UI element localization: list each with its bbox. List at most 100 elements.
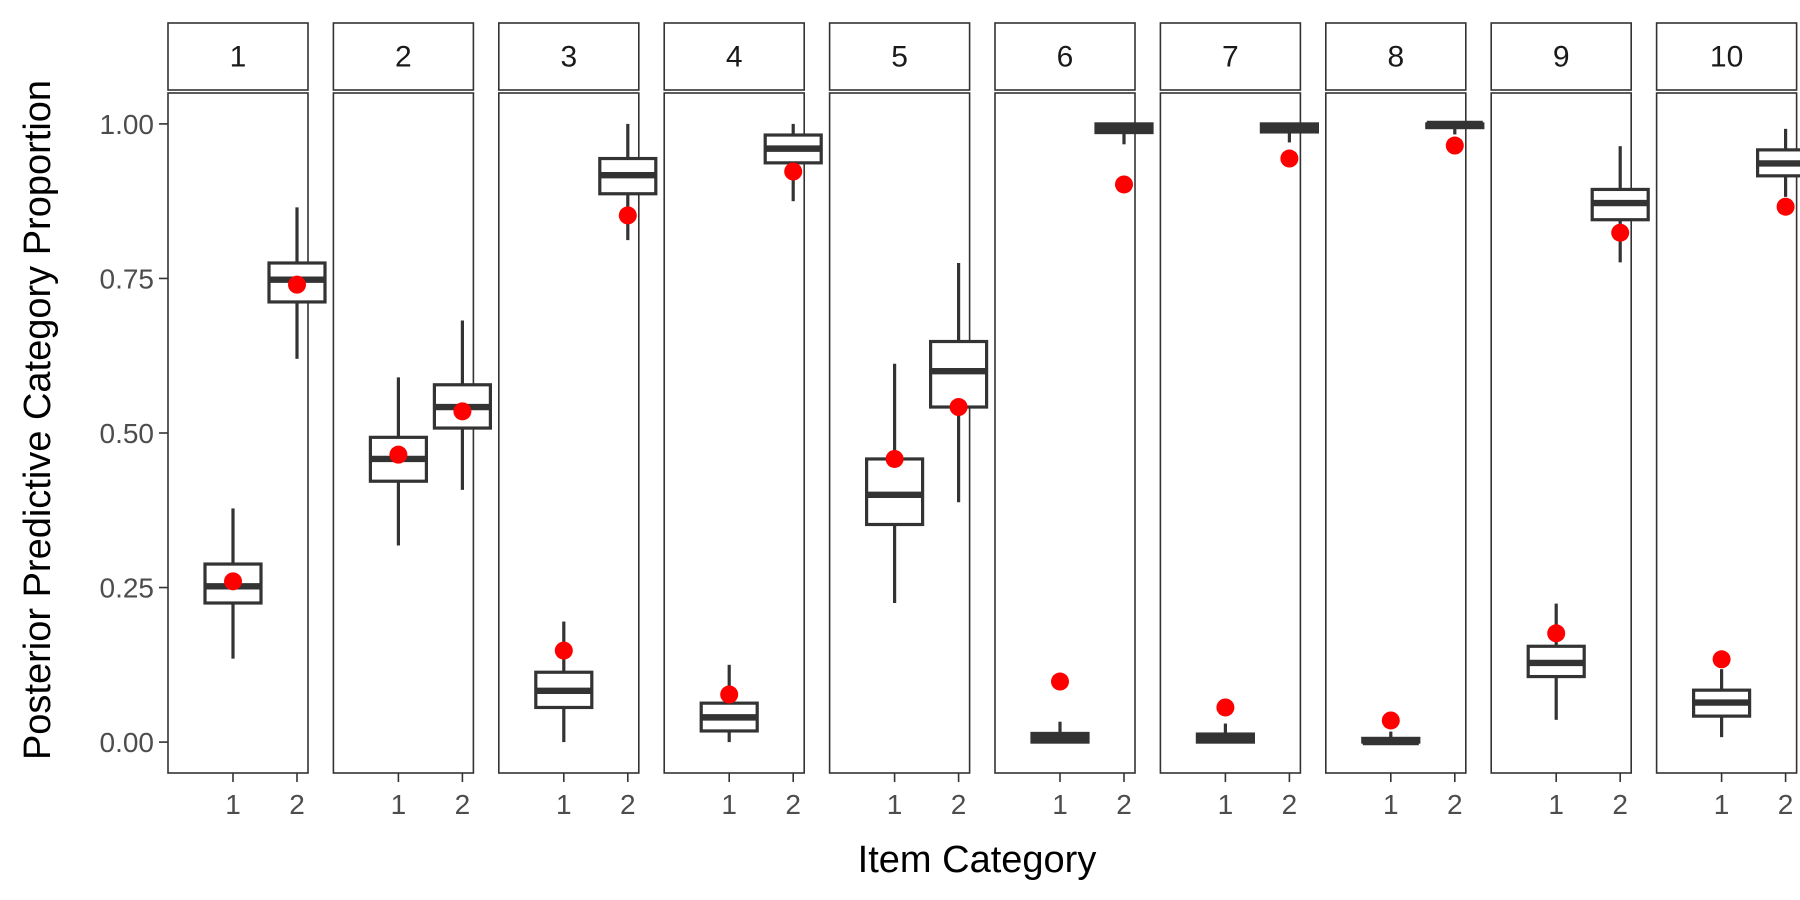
observed-point [1611,223,1630,242]
boxplot-4-2 [763,123,823,202]
x-tick-label: 2 [1612,789,1628,820]
facet-strip-label: 6 [1057,41,1074,74]
facet-strip [663,22,806,91]
y-tick-label: 0.50 [100,418,155,449]
facet-panel-4: 4 [663,22,823,774]
observed-point [618,206,637,225]
facet-panel-frame [167,92,309,774]
observed-point [784,162,803,181]
y-tick-label: 0.25 [100,573,155,604]
observed-point [224,572,242,591]
facet-strip [167,22,309,91]
boxplot-2-2 [432,320,492,490]
boxplot-2-1 [368,377,428,546]
facet-strip-label: 10 [1710,41,1743,74]
observed-point [1712,650,1731,669]
x-tick-label: 2 [1116,789,1132,820]
observed-point [288,275,306,294]
observed-point [885,449,904,468]
facet-panel-10: 10 [1655,22,1800,774]
boxplot-3-2 [598,123,658,241]
x-tick-label: 1 [1714,789,1730,820]
facet-strip [1325,22,1467,91]
facet-strip [1655,22,1798,91]
boxplot-8-1 [1361,711,1421,746]
boxplot-9-2 [1590,146,1650,263]
facet-panel-6: 6 [994,22,1154,774]
x-tick-label: 1 [556,789,572,820]
observed-point [1051,672,1069,691]
boxplot-5-2 [928,263,989,503]
facet-strip [497,22,640,91]
x-tick-label: 1 [1383,789,1399,820]
x-tick-label: 2 [1447,789,1463,820]
observed-point [949,398,968,417]
boxplot-5-1 [864,363,925,603]
observed-point [1547,624,1566,643]
observed-point [554,641,573,660]
facet-panel-frame [497,92,640,774]
x-tick-label: 1 [1052,789,1068,820]
x-tick-label: 1 [887,789,903,820]
boxplot-3-1 [534,621,594,743]
x-axis-title: Item Category [858,839,1097,881]
facet-panel-1: 1 [167,22,327,774]
facet-strip [994,22,1136,91]
boxplot-6-2 [1094,122,1154,194]
y-axis-title: Posterior Predictive Category Proportion [17,80,59,760]
x-tick-label: 1 [225,789,241,820]
facet-panel-7: 7 [1159,22,1320,774]
facet-panel-8: 8 [1325,22,1485,774]
facet-strip [332,22,475,91]
x-tick-label: 1 [721,789,737,820]
observed-point [1776,197,1795,216]
boxplot-9-1 [1526,603,1586,720]
boxplot-8-2 [1425,120,1485,155]
facet-panel-5: 5 [828,22,989,774]
facet-strip-label: 5 [891,41,908,74]
boxplot-4-1 [699,664,759,743]
facet-panels: 1 2 3 4 5 6 7 8 9 10 [167,22,1800,774]
x-tick-label: 2 [951,789,967,820]
observed-point [1115,175,1133,194]
y-tick-label: 1.00 [100,109,155,140]
facet-strip-label: 1 [230,41,247,74]
facet-panel-2: 2 [332,22,492,774]
observed-point [1381,711,1400,730]
facet-panel-frame [663,92,806,774]
facet-panel-frame [332,92,475,774]
x-tick-label: 1 [1548,789,1564,820]
boxplot-10-1 [1691,650,1752,738]
observed-point [389,445,408,464]
x-tick-label: 2 [785,789,801,820]
y-axis: 0.00 0.25 0.50 0.75 1.00 [100,109,168,758]
facet-panel-frame [994,92,1136,774]
x-tick-label: 2 [289,789,305,820]
boxplot-1-2 [267,207,327,359]
observed-point [453,402,472,421]
boxplot-1-1 [203,508,263,659]
facet-strip-label: 8 [1387,41,1404,74]
facet-panel-frame [1655,92,1798,774]
observed-point [1445,136,1464,155]
facet-panel-frame [1325,92,1467,774]
x-tick-label: 2 [455,789,471,820]
x-axis: 1 2 1 2 1 2 1 2 1 2 1 2 1 2 1 2 1 2 1 2 [225,773,1793,820]
facet-strip [828,22,971,91]
x-tick-label: 1 [391,789,407,820]
observed-point [1280,149,1299,168]
x-tick-label: 2 [1778,789,1794,820]
observed-point [1216,698,1235,717]
facet-strip-label: 4 [726,41,743,74]
boxplot-10-2 [1755,128,1800,216]
x-tick-label: 1 [1218,789,1234,820]
boxplot-7-1 [1195,698,1256,744]
x-tick-label: 2 [620,789,636,820]
y-tick-label: 0.75 [100,263,155,294]
x-tick-label: 2 [1282,789,1298,820]
y-tick-label: 0.00 [100,727,155,758]
observed-point [720,685,739,704]
facet-strip [1159,22,1302,91]
facet-panel-3: 3 [497,22,658,774]
